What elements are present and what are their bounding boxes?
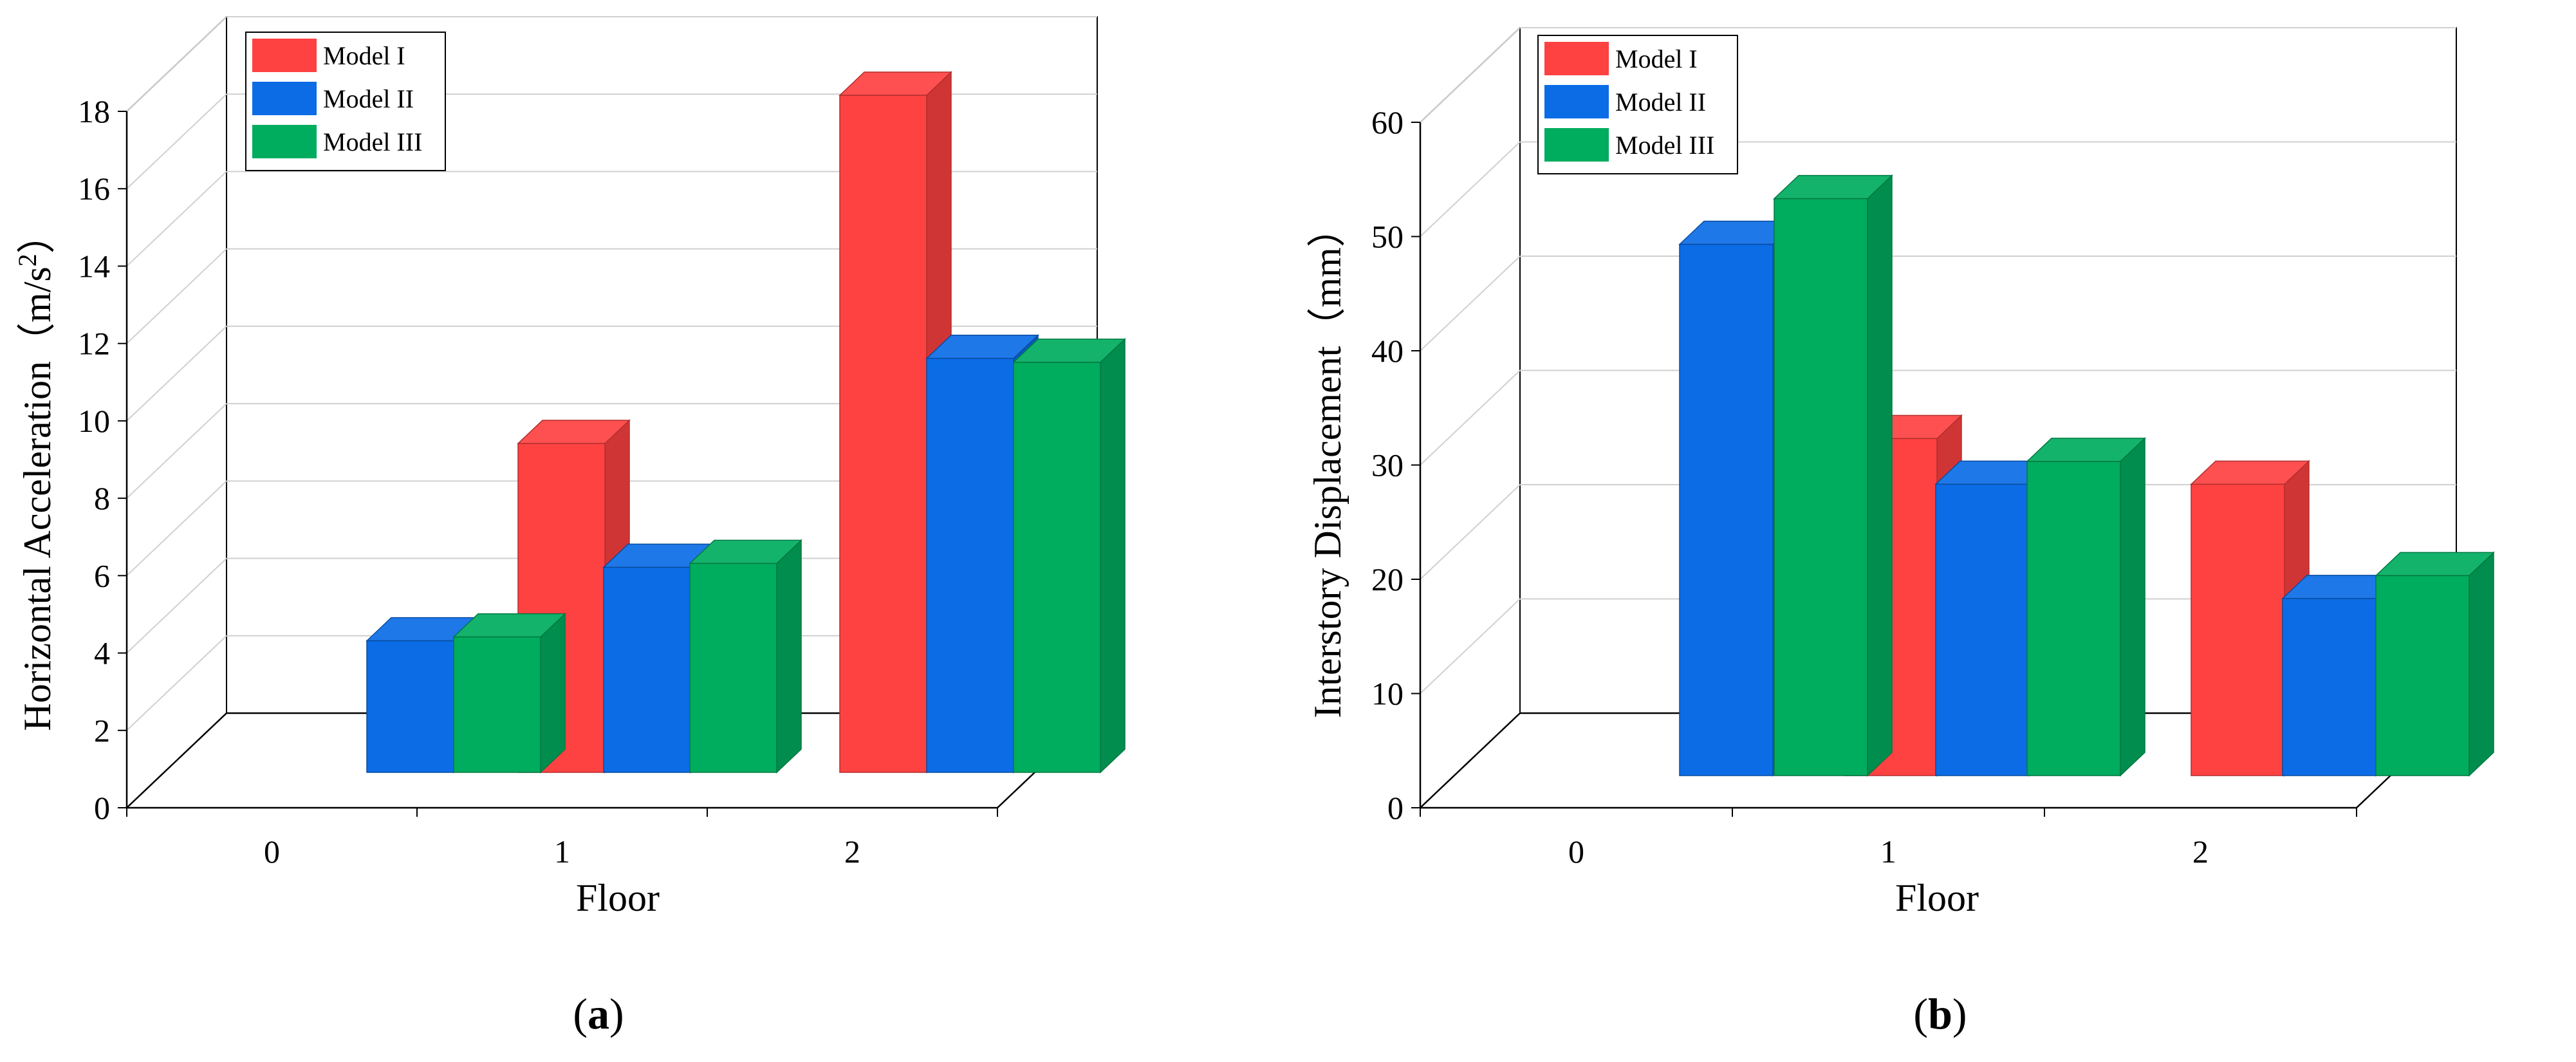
bar-side [2120, 437, 2145, 777]
bar-front [2375, 575, 2470, 776]
legend-label: Model III [1615, 131, 1714, 160]
legend-label: Model III [323, 127, 422, 156]
side-gridline [126, 16, 227, 112]
y-tick-label: 40 [1371, 333, 1404, 369]
side-gridline [126, 403, 227, 499]
bar-front [1935, 483, 2030, 776]
y-tick-label: 14 [78, 248, 110, 284]
side-gridline [126, 171, 227, 267]
side-gridline [1420, 369, 1521, 466]
legend: Model I Model II Model III [245, 32, 446, 171]
legend-swatch [252, 82, 317, 115]
bar [689, 539, 802, 774]
side-gridline [1420, 27, 1521, 123]
legend-label: Model I [323, 41, 405, 70]
y-tick-label: 20 [1371, 561, 1404, 597]
bar-front [453, 636, 541, 773]
side-gridline [126, 480, 227, 577]
y-tick-label: 10 [78, 403, 110, 439]
legend-swatch [1544, 42, 1609, 75]
y-tick-label: 12 [78, 326, 110, 362]
y-tick-label: 30 [1371, 447, 1404, 483]
y-tick-label: 10 [1371, 676, 1404, 712]
legend-swatch [1544, 85, 1609, 118]
panel-caption: (a) [573, 989, 624, 1038]
side-gridline [126, 557, 227, 654]
side-gridline [126, 93, 227, 189]
legend-swatch [252, 125, 317, 158]
bar-front [2282, 598, 2377, 776]
x-tick-label: 1 [1880, 834, 1896, 870]
panel-caption: (b) [1913, 989, 1967, 1038]
y-tick-label: 0 [94, 790, 110, 826]
bar-front [2026, 461, 2121, 776]
bar-front [603, 566, 691, 773]
bar-front [839, 95, 927, 773]
bar-front [689, 563, 777, 773]
x-tick-label: 1 [554, 834, 570, 870]
side-gridline [1420, 141, 1521, 238]
y-tick-label: 18 [78, 93, 110, 129]
y-tick-label: 6 [94, 557, 110, 593]
bar-side [540, 612, 566, 774]
bar-front [1679, 243, 1774, 776]
bar [452, 612, 566, 774]
bar-front [926, 358, 1014, 773]
bar [2375, 551, 2495, 777]
x-tick-label: 0 [264, 834, 280, 870]
y-tick-label: 0 [1387, 790, 1404, 826]
side-gridline [126, 635, 227, 731]
y-tick-label: 16 [78, 171, 110, 207]
legend-swatch [252, 39, 317, 72]
bar-front [1013, 362, 1101, 773]
bar-side [776, 539, 802, 774]
bar-side [1867, 174, 1893, 777]
legend-label: Model II [323, 84, 414, 113]
bar-front [366, 640, 454, 773]
legend-label: Model II [1615, 88, 1706, 116]
bar-front [1774, 198, 1868, 776]
side-gridline [1420, 484, 1521, 580]
bar [1773, 174, 1893, 777]
y-axis-title: Horizontal Acceleration（m/s2） [13, 215, 59, 731]
x-tick-label: 2 [2192, 834, 2209, 870]
y-tick-label: 4 [94, 635, 110, 671]
y-tick-label: 2 [94, 713, 110, 749]
legend-swatch [1544, 128, 1609, 162]
y-tick-label: 8 [94, 480, 110, 516]
side-gridline [126, 326, 227, 422]
side-gridline [1420, 256, 1521, 351]
bar-side [1100, 338, 1126, 774]
bar-front [2191, 483, 2285, 776]
y-tick-label: 60 [1371, 104, 1404, 140]
bar-side [2469, 551, 2494, 777]
y-tick-label: 50 [1371, 219, 1404, 255]
x-axis-title: Floor [576, 877, 660, 919]
legend: Model I Model II Model III [1537, 35, 1738, 174]
side-gridline [126, 248, 227, 344]
legend-label: Model I [1615, 44, 1698, 73]
x-tick-label: 2 [844, 834, 860, 870]
side-gridline [1420, 598, 1521, 694]
bar [1012, 338, 1126, 774]
bar [2026, 437, 2146, 777]
x-axis-title: Floor [1895, 877, 1979, 919]
chart-b: 0 10 20 30 40 50 60 0 1 2 Model I Model II Model III… [1306, 27, 2495, 1038]
y-axis-title: Interstory Displacement（mm） [1306, 209, 1349, 718]
x-tick-label: 0 [1568, 834, 1584, 870]
